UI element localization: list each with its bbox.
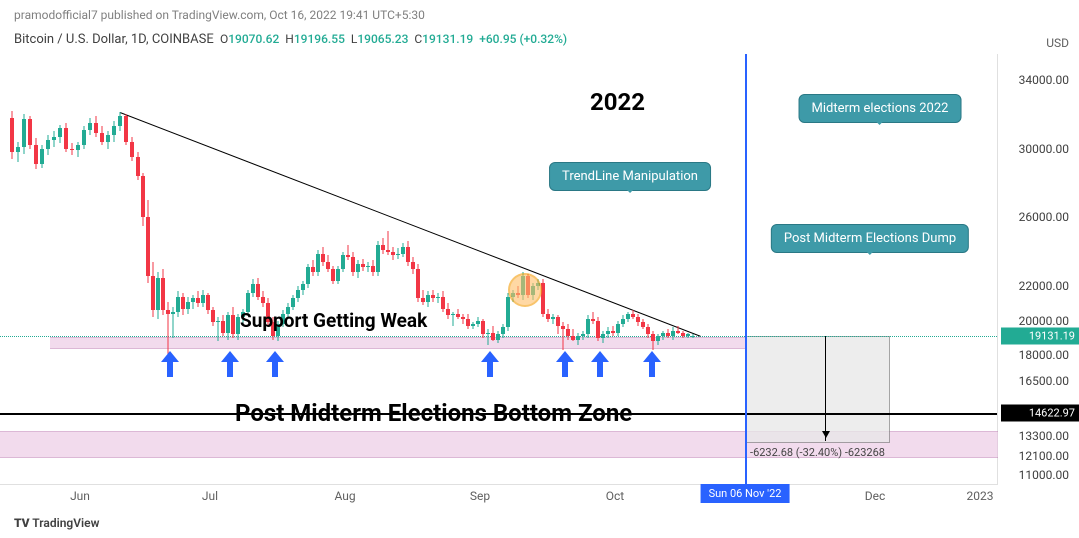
y-tick-label: 22000.00 <box>1019 279 1069 293</box>
y-unit: USD <box>1046 36 1069 50</box>
y-tick-label: 20000.00 <box>1019 314 1069 328</box>
price-tag-ref: 14622.97 <box>1001 405 1079 422</box>
support-arrow-icon <box>161 351 179 377</box>
x-tick-label: Sep <box>470 489 490 503</box>
support-arrow-icon <box>221 351 239 377</box>
projection-label: -6232.68 (-32.40%) -623268 <box>750 446 885 459</box>
projection-box <box>745 336 890 443</box>
y-tick-label: 12100.00 <box>1019 449 1069 463</box>
x-tick-label: Dec <box>865 489 886 503</box>
support-arrow-icon <box>643 351 661 377</box>
tradingview-logo: TV TradingView <box>14 516 99 530</box>
y-tick-label: 11000.00 <box>1019 468 1069 482</box>
y-tick-label: 13300.00 <box>1019 429 1069 443</box>
price-tag-current: 19131.19 <box>1001 327 1079 344</box>
x-axis[interactable]: Jun Jul Aug Sep Oct Dec 2023 Sun 06 Nov '22 <box>0 484 998 506</box>
text-annot-0: 2022 <box>590 88 645 116</box>
y-tick-label: 18000.00 <box>1019 348 1069 362</box>
text-annot-1: Support Getting Weak <box>240 309 427 332</box>
y-tick-label: 26000.00 <box>1019 210 1069 224</box>
ohlc: O19070.62 H19196.55 L19065.23 C19131.19 … <box>217 32 567 46</box>
x-tick-label: Oct <box>606 489 624 503</box>
x-tick-label: Jul <box>202 489 218 503</box>
callout-1: Midterm elections 2022 <box>799 94 962 123</box>
y-axis[interactable]: USD 34000.0030000.0026000.0022000.002000… <box>999 54 1079 484</box>
callout-2: Post Midterm Elections Dump <box>771 224 969 253</box>
projection-arrow <box>825 336 826 441</box>
support-arrow-icon <box>556 351 574 377</box>
date-marker: Sun 06 Nov '22 <box>701 484 790 503</box>
text-annot-2: Post Midterm Elections Bottom Zone <box>235 399 632 427</box>
x-tick-label: Aug <box>334 489 355 503</box>
x-tick-label: Jun <box>70 489 90 503</box>
callout-0: TrendLine Manipulation <box>549 162 711 191</box>
support-arrow-icon <box>266 351 284 377</box>
x-tick-label: 2023 <box>967 489 994 503</box>
y-tick-label: 16500.00 <box>1019 374 1069 388</box>
support-arrow-icon <box>481 351 499 377</box>
chart-area[interactable]: -6232.68 (-32.40%) -623268 TrendLine Mani… <box>0 54 998 484</box>
y-tick-label: 30000.00 <box>1019 142 1069 156</box>
crosshair-vertical <box>745 54 747 484</box>
circle-annotation <box>508 273 542 307</box>
publish-info: pramodofficial7 published on TradingView… <box>14 8 425 22</box>
support-zone <box>50 337 745 349</box>
symbol-bar: Bitcoin / U.S. Dollar, 1D, COINBASE O190… <box>14 32 567 47</box>
y-tick-label: 34000.00 <box>1019 73 1069 87</box>
tv-icon: TV <box>14 516 30 530</box>
support-arrow-icon <box>591 351 609 377</box>
symbol-text: Bitcoin / U.S. Dollar, 1D, COINBASE <box>14 32 214 47</box>
